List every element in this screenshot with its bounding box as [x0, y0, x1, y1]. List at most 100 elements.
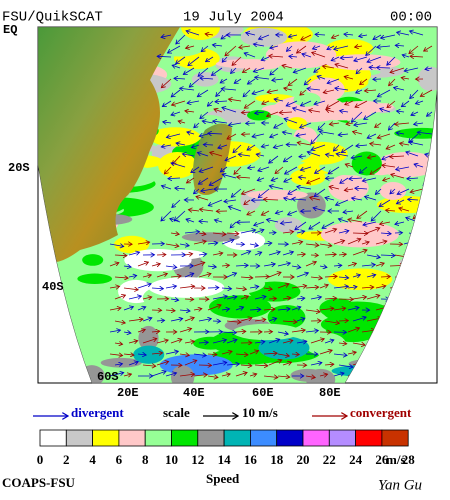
- wind-vector: [114, 343, 123, 344]
- colorbar-swatch: [381, 429, 409, 447]
- wind-vector: [230, 221, 237, 228]
- wind-vector: [325, 154, 335, 156]
- wind-vector: [172, 100, 186, 105]
- wind-vector: [370, 166, 382, 174]
- wind-vector: [324, 254, 336, 255]
- wind-vector: [319, 266, 327, 267]
- wind-vector: [369, 67, 377, 68]
- header-center: 19 July 2004: [183, 10, 284, 26]
- wind-vector: [298, 177, 307, 178]
- wind-vector: [187, 132, 195, 134]
- wind-vector: [309, 110, 321, 112]
- wind-vector: [224, 200, 237, 202]
- wind-vector: [343, 211, 354, 212]
- wind-vector: [226, 273, 237, 278]
- wind-vector: [319, 350, 332, 355]
- wind-vector: [329, 187, 340, 189]
- wind-vector: [367, 133, 377, 138]
- wind-vector: [275, 211, 284, 213]
- wind-vector: [377, 89, 391, 97]
- wind-vector: [171, 112, 181, 115]
- wind-vector: [310, 297, 321, 299]
- colorbar-tick-label: 18: [270, 452, 284, 467]
- wind-vector: [268, 360, 282, 366]
- wind-vector: [263, 353, 277, 354]
- wind-vector: [415, 101, 424, 104]
- wind-vector: [355, 46, 363, 47]
- wind-vector: [344, 76, 354, 79]
- wind-vector: [178, 121, 186, 123]
- wind-vector: [347, 307, 359, 310]
- wind-vector: [283, 155, 293, 162]
- wind-vector: [300, 100, 312, 106]
- wind-vector: [156, 320, 165, 321]
- wind-vector: [252, 134, 265, 137]
- wind-vector: [253, 67, 265, 72]
- lon-label: 20E: [117, 386, 139, 400]
- colorbar-tick-label: 22: [323, 452, 336, 467]
- wind-vector: [207, 305, 221, 311]
- wind-vector: [235, 331, 246, 332]
- wind-vector: [231, 188, 242, 197]
- wind-vector: [310, 197, 321, 200]
- speed-patch: [213, 369, 286, 383]
- wind-vector: [142, 297, 152, 299]
- wind-vector: [123, 266, 131, 267]
- wind-vector: [400, 143, 410, 145]
- speed-patch: [290, 368, 326, 382]
- wind-vector: [277, 309, 290, 310]
- wind-vector: [261, 145, 270, 147]
- wind-vector: [347, 263, 356, 266]
- wind-vector: [324, 298, 337, 299]
- wind-vector: [137, 330, 145, 332]
- header-left: FSU/QuikSCAT: [2, 10, 103, 26]
- wind-vector: [361, 265, 375, 266]
- wind-vector: [396, 111, 405, 112]
- wind-vector: [248, 167, 256, 168]
- wind-vector: [326, 100, 340, 108]
- wind-vector: [327, 46, 335, 50]
- wind-vector: [254, 252, 262, 255]
- wind-vector: [335, 88, 349, 90]
- wind-vector: [315, 166, 326, 173]
- wind-vector: [254, 342, 265, 343]
- colorbar-swatch: [302, 429, 330, 447]
- wind-vector: [207, 243, 218, 244]
- wind-vector: [301, 34, 312, 40]
- wind-vector: [389, 78, 396, 86]
- wind-vector: [161, 186, 172, 190]
- wind-vector: [170, 339, 182, 344]
- wind-vector: [198, 177, 209, 184]
- wind-vector: [151, 331, 160, 332]
- colorbar-tick-label: 12: [191, 452, 204, 467]
- colorbar-tick-label: 26: [375, 452, 389, 467]
- wind-vector: [277, 354, 289, 356]
- wind-vector: [240, 230, 256, 234]
- speed-patch: [181, 27, 220, 40]
- colorbar-tick-label: 4: [89, 452, 96, 467]
- wind-vector: [331, 56, 340, 61]
- wind-vectors: [109, 31, 437, 378]
- wind-vector: [201, 45, 209, 52]
- wind-vector: [137, 284, 151, 289]
- wind-vector: [179, 286, 195, 288]
- wind-vector: [310, 363, 322, 365]
- wind-vector: [151, 353, 163, 354]
- wind-vector: [239, 46, 251, 48]
- wind-vector: [200, 78, 214, 79]
- wind-vector: [399, 208, 410, 211]
- wind-vector: [261, 57, 270, 60]
- wind-vector: [371, 210, 382, 221]
- wind-vector: [352, 275, 360, 277]
- wind-vector: [282, 321, 297, 322]
- wind-vector: [188, 210, 200, 211]
- wind-vector: [340, 57, 354, 58]
- wind-vector: [220, 78, 228, 83]
- wind-vector: [375, 263, 384, 266]
- wind-vector: [288, 210, 298, 215]
- wind-vector: [356, 90, 363, 93]
- wind-vector: [315, 34, 326, 35]
- wind-vector: [182, 154, 195, 156]
- wind-vector: [307, 177, 321, 183]
